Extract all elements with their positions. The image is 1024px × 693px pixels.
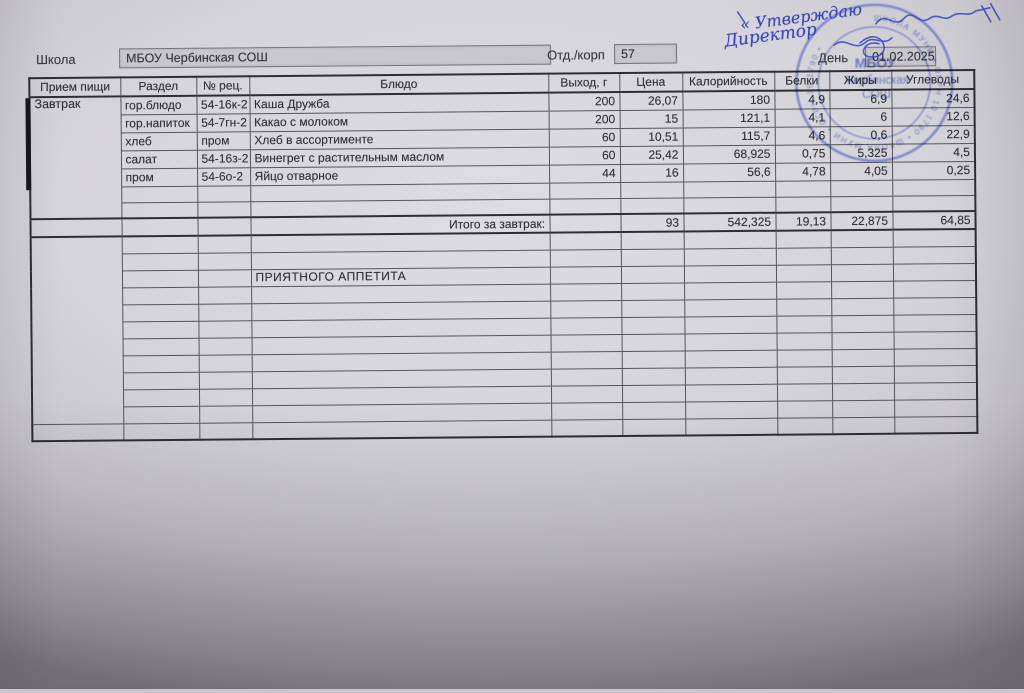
signature-stroke bbox=[875, 7, 991, 25]
kcal-cell: 180 bbox=[682, 90, 775, 110]
col-header-section: Раздел bbox=[120, 76, 197, 97]
total-kcal: 542,325 bbox=[683, 212, 776, 232]
price-cell: 10,51 bbox=[619, 127, 683, 147]
col-header-price: Цена bbox=[619, 72, 683, 93]
stamp-outer-ring bbox=[795, 3, 954, 163]
section-cell: салат bbox=[120, 149, 198, 169]
stamp-inner-ring bbox=[817, 26, 932, 140]
total-fat: 22,875 bbox=[830, 211, 893, 231]
dept-box: 57 bbox=[613, 43, 678, 65]
stamp-center-line1: МБОУ bbox=[855, 55, 896, 71]
recipe-cell: 54-6о-2 bbox=[197, 167, 251, 186]
price-cell: 26,07 bbox=[619, 91, 683, 111]
stamp-center-line3: СОШ bbox=[862, 87, 891, 101]
section-cell: пром bbox=[121, 167, 198, 187]
empty-meal-cell bbox=[30, 236, 124, 425]
recipe-cell: 54-7гн-2 bbox=[196, 113, 250, 132]
recipe-cell: 54-16з-2 bbox=[196, 149, 251, 168]
total-price: 93 bbox=[620, 213, 684, 233]
signature-stroke bbox=[833, 36, 893, 47]
signature-stroke bbox=[980, 3, 1001, 23]
stamp-center-line2: Чербинская bbox=[846, 75, 910, 88]
price-cell: 16 bbox=[620, 163, 684, 183]
section-cell: гор.блюдо bbox=[120, 95, 197, 115]
signature-stroke bbox=[736, 11, 746, 24]
dept-label: Отд./корп bbox=[547, 47, 605, 63]
section-cell: гор.напиток bbox=[120, 113, 197, 133]
left-thick-border bbox=[25, 98, 32, 191]
school-name-box: МБОУ Чербинская СОШ bbox=[119, 44, 552, 69]
col-header-kcal: Калорийность bbox=[682, 71, 775, 92]
kcal-cell: 115,7 bbox=[682, 126, 775, 146]
recipe-cell: 54-16к-2 bbox=[196, 95, 250, 114]
out-cell: 200 bbox=[548, 92, 620, 111]
price-cell: 25,42 bbox=[619, 145, 684, 165]
school-label: Школа bbox=[36, 51, 76, 68]
col-header-out: Выход, г bbox=[548, 73, 620, 93]
recipe-cell: пром bbox=[196, 131, 250, 150]
out-cell: 60 bbox=[548, 128, 620, 147]
out-cell: 200 bbox=[548, 110, 620, 129]
total-protein: 19,13 bbox=[775, 212, 831, 231]
kcal-cell: 56,6 bbox=[683, 162, 776, 182]
section-cell: хлеб bbox=[120, 131, 197, 151]
total-carbs: 64,85 bbox=[892, 210, 976, 230]
out-cell: 60 bbox=[548, 146, 621, 165]
kcal-cell: 68,925 bbox=[682, 144, 776, 164]
kcal-cell: 121,1 bbox=[682, 108, 775, 128]
meal-cell: Завтрак bbox=[29, 96, 122, 220]
out-cell: 44 bbox=[549, 164, 621, 183]
price-cell: 15 bbox=[619, 109, 683, 129]
signature-strokes bbox=[736, 3, 1001, 58]
signature-stroke bbox=[859, 36, 885, 58]
col-header-meal: Прием пищи bbox=[29, 77, 121, 98]
col-header-recipe: № рец. bbox=[196, 76, 250, 96]
col-header-dish: Блюдо bbox=[249, 73, 549, 96]
